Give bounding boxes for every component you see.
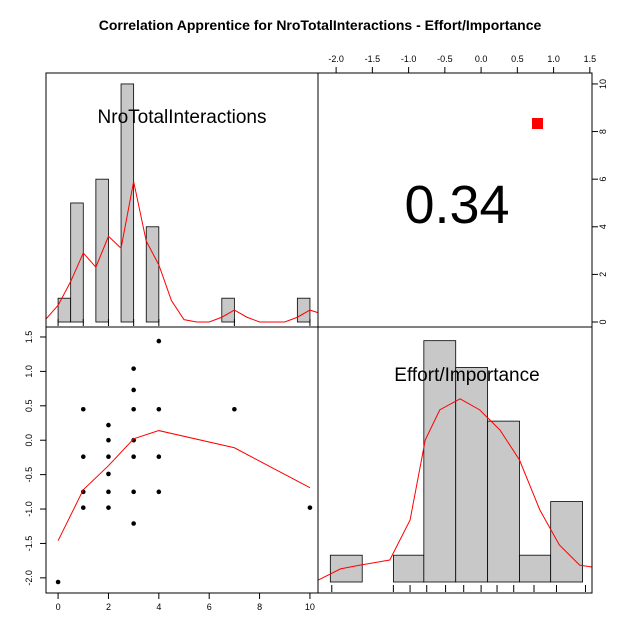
x-tick-label: 2: [106, 602, 111, 612]
scatter-point: [106, 505, 111, 510]
hist-bar: [455, 367, 489, 583]
hist-bar: [487, 420, 520, 583]
hist-bar: [329, 554, 363, 583]
x-tick-label: 1.5: [584, 54, 597, 64]
hist-bar: [423, 340, 457, 583]
chart-title: Correlation Apprentice for NroTotalInter…: [99, 17, 542, 33]
y-tick-label: 4: [598, 224, 608, 229]
x-tick-label: 6: [207, 602, 212, 612]
x-tick-label: -1.0: [401, 54, 417, 64]
hist-bar: [70, 202, 84, 323]
x-tick-label: 10: [305, 602, 315, 612]
scatter-point: [106, 422, 111, 428]
y-tick-label: -0.5: [24, 467, 34, 483]
y-tick-label: 0.5: [24, 400, 34, 413]
x-tick-label: -2.0: [328, 54, 344, 64]
significance-marker: [532, 118, 543, 129]
hist-bar: [296, 297, 311, 323]
scatter-point: [156, 454, 162, 460]
scatter-point: [156, 338, 162, 344]
scatter-point: [131, 366, 136, 371]
scatter-point: [80, 454, 86, 460]
correlation-value: 0.34: [404, 175, 509, 235]
hist-bar: [145, 226, 160, 323]
variable-label: NroTotalInteractions: [98, 107, 267, 128]
scatter-point: [156, 489, 162, 495]
scatter-point: [131, 521, 136, 526]
y-tick-label: -2.0: [24, 570, 34, 586]
variable-label: Effort/Importance: [394, 365, 539, 386]
scatter-point: [131, 406, 136, 412]
panel-border: [317, 326, 593, 594]
scatter-point: [131, 454, 136, 460]
scatter-point: [80, 406, 86, 412]
scatter-point: [80, 505, 86, 510]
panel-content: [46, 83, 318, 326]
x-tick-label: 4: [156, 602, 161, 612]
density-line: [318, 398, 592, 581]
y-tick-label: 8: [598, 129, 608, 134]
x-tick-label: 0.5: [511, 54, 524, 64]
scatter-point: [106, 454, 111, 460]
scatter-point: [131, 489, 136, 495]
x-tick-label: 8: [257, 602, 262, 612]
y-tick-label: -1.5: [24, 536, 34, 552]
hist-bar: [221, 297, 235, 323]
y-tick-label: 1.0: [24, 365, 34, 378]
hist-bar: [392, 554, 425, 583]
hist-bar: [120, 83, 135, 323]
hist-bar: [519, 554, 552, 583]
scatter-point: [232, 406, 237, 412]
hist-bar: [550, 501, 583, 583]
scatter-point: [106, 437, 111, 443]
y-tick-label: 0: [598, 319, 608, 324]
y-tick-label: 1.5: [24, 331, 34, 344]
scatter-point: [156, 406, 162, 412]
y-tick-label: 0.0: [24, 434, 34, 447]
scatter-point: [131, 437, 136, 443]
x-tick-label: -0.5: [437, 54, 453, 64]
density-line: [46, 181, 318, 323]
x-tick-label: 1.0: [547, 54, 560, 64]
x-tick-label: -1.5: [365, 54, 381, 64]
scatter-point: [55, 579, 61, 585]
panel-content: [318, 340, 592, 592]
smooth-line: [57, 430, 311, 541]
y-tick-label: 6: [598, 177, 608, 182]
scatter-point: [106, 489, 111, 495]
y-tick-label: -1.0: [24, 501, 34, 517]
x-tick-label: 0: [56, 602, 61, 612]
scatter-point: [106, 471, 111, 477]
y-tick-label: 10: [598, 79, 608, 89]
x-tick-label: 0.0: [475, 54, 488, 64]
panel-content: [55, 338, 313, 585]
panel-border: [45, 326, 319, 594]
scatter-point: [307, 505, 313, 510]
y-tick-label: 2: [598, 272, 608, 277]
scatter-point: [131, 387, 136, 393]
